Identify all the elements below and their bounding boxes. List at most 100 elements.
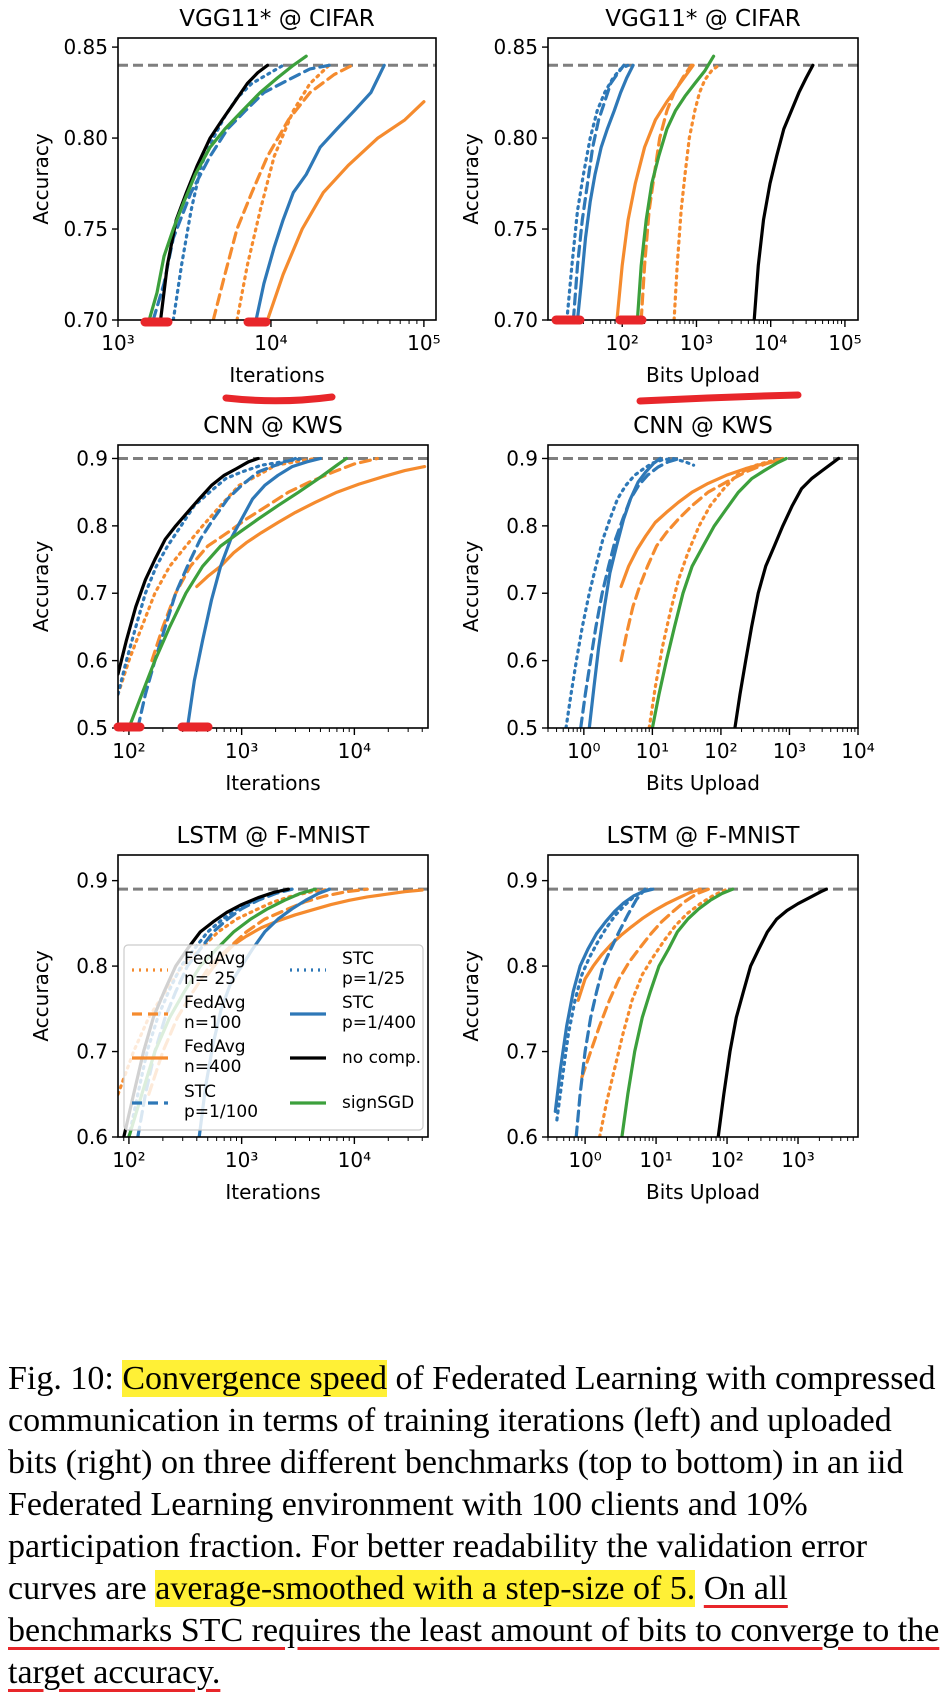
caption-body: of Federated Learning with compressed co… bbox=[8, 1360, 936, 1607]
y-tick-label: 0.8 bbox=[76, 954, 108, 978]
figure-canvas: VGG11* @ CIFAR 0.70 0.75 0.80 0.85 10³ 10⁴ 10⁵ I… bbox=[29, 6, 875, 1204]
x-axis-label: Iterations bbox=[225, 771, 320, 795]
x-axis-label: Bits Upload bbox=[646, 363, 760, 387]
legend-label: STC bbox=[342, 993, 374, 1013]
y-tick-label: 0.8 bbox=[506, 954, 538, 978]
series-line-no-comp bbox=[118, 456, 260, 676]
series-line-fedavg-n-400 bbox=[265, 100, 426, 320]
plot-area-frame bbox=[547, 854, 859, 1138]
x-axis-label: Bits Upload bbox=[646, 1180, 760, 1204]
legend-label: STC bbox=[184, 1082, 216, 1102]
series-line-fedavg-n-400 bbox=[619, 458, 785, 589]
y-tick-label: 0.6 bbox=[506, 649, 538, 673]
x-tick-label: 10⁴ bbox=[754, 331, 787, 355]
chart-title: CNN @ KWS bbox=[203, 413, 343, 439]
x-axis-label: Iterations bbox=[225, 1180, 320, 1204]
x-tick-label: 10¹ bbox=[639, 1148, 672, 1172]
x-tick-label: 10⁴ bbox=[841, 739, 874, 763]
series-line-stc-p-1-400 bbox=[553, 887, 655, 1114]
series-line-stc-p-1-25 bbox=[555, 887, 653, 1122]
series-line-fedavg-n-400 bbox=[206, 888, 424, 977]
series-line-fedavg-n-25 bbox=[647, 456, 785, 728]
caption-highlight-smoothing: average-smoothed with a step-size of 5. bbox=[155, 1570, 696, 1607]
y-tick-label: 0.9 bbox=[506, 869, 538, 893]
x-tick-label: 10³ bbox=[680, 331, 713, 355]
series-line-no-comp bbox=[159, 63, 270, 320]
legend-label: n= 25 bbox=[184, 969, 236, 989]
series-line-stc-p-1-400 bbox=[587, 456, 662, 728]
chart-panel-6: LSTM @ F-MNIST 0.6 0.7 0.8 0.9 10⁰ 10¹ 10² 10³ Bi… bbox=[459, 823, 859, 1204]
x-tick-label: 10² bbox=[112, 1148, 145, 1172]
y-tick-label: 0.85 bbox=[63, 35, 108, 59]
figure-caption: Fig. 10: Convergence speed of Federated … bbox=[8, 1358, 943, 1694]
caption-underlined-conclusion: On all benchmarks STC requires the least… bbox=[8, 1570, 940, 1691]
y-tick-label: 0.9 bbox=[506, 446, 538, 470]
legend-label: signSGD bbox=[342, 1093, 414, 1113]
series-line-fedavg-n-400 bbox=[615, 63, 695, 320]
y-tick-label: 0.75 bbox=[493, 217, 538, 241]
y-axis-label: Accuracy bbox=[29, 133, 53, 224]
y-axis-label: Accuracy bbox=[29, 950, 53, 1041]
x-tick-label: 10³ bbox=[781, 1148, 814, 1172]
series-line-stc-p-1-100 bbox=[151, 63, 331, 320]
x-tick-label: 10⁴ bbox=[254, 331, 287, 355]
x-tick-label: 10³ bbox=[225, 1148, 258, 1172]
chart-title: CNN @ KWS bbox=[633, 413, 773, 439]
y-tick-label: 0.9 bbox=[76, 869, 108, 893]
y-axis-label: Accuracy bbox=[29, 541, 53, 632]
x-tick-label: 10² bbox=[605, 331, 638, 355]
chart-panel-4: CNN @ KWS 0.5 0.6 0.7 0.8 0.9 10⁰ 10¹ 10² 10³ 10⁴ B… bbox=[459, 413, 875, 795]
series-line-stc-p-1-400 bbox=[254, 63, 386, 320]
x-tick-label: 10³ bbox=[773, 739, 806, 763]
legend-entry-no-comp: no comp. bbox=[290, 1048, 421, 1068]
series-line-signsgd bbox=[635, 54, 716, 320]
chart-title: VGG11* @ CIFAR bbox=[179, 6, 374, 32]
y-tick-label: 0.5 bbox=[76, 716, 108, 740]
chart-title: LSTM @ F-MNIST bbox=[177, 823, 371, 849]
y-tick-label: 0.80 bbox=[493, 126, 538, 150]
y-tick-label: 0.85 bbox=[493, 35, 538, 59]
series-line-stc-p-1-25 bbox=[564, 456, 696, 728]
plot-area-frame bbox=[547, 444, 859, 729]
series-line-stc-p-1-25 bbox=[565, 63, 630, 320]
legend-label: n=400 bbox=[184, 1057, 241, 1077]
x-tick-label: 10² bbox=[710, 1148, 743, 1172]
legend-label: STC bbox=[342, 949, 374, 969]
series-line-stc-p-1-400 bbox=[185, 456, 322, 728]
y-tick-label: 0.7 bbox=[76, 1040, 108, 1064]
y-tick-label: 0.6 bbox=[76, 649, 108, 673]
y-tick-label: 0.9 bbox=[76, 446, 108, 470]
legend-label: p=1/25 bbox=[342, 969, 405, 989]
y-tick-label: 0.5 bbox=[506, 716, 538, 740]
y-tick-label: 0.8 bbox=[506, 514, 538, 538]
x-tick-label: 10² bbox=[112, 739, 145, 763]
series-line-fedavg-n-25 bbox=[235, 63, 331, 320]
series-line-signsgd bbox=[127, 456, 348, 728]
y-tick-label: 0.80 bbox=[63, 126, 108, 150]
y-tick-label: 0.75 bbox=[63, 217, 108, 241]
series-line-fedavg-n-100 bbox=[150, 456, 379, 663]
y-axis-label: Accuracy bbox=[459, 950, 483, 1041]
x-tick-label: 10⁴ bbox=[338, 739, 371, 763]
plot-area-frame bbox=[547, 37, 859, 321]
x-tick-label: 10⁵ bbox=[828, 331, 861, 355]
y-axis-label: Accuracy bbox=[459, 133, 483, 224]
series-line-fedavg-n-100 bbox=[211, 63, 354, 320]
caption-prefix: Fig. 10: bbox=[8, 1360, 123, 1397]
series-line-signsgd bbox=[650, 456, 788, 728]
y-tick-label: 0.6 bbox=[76, 1125, 108, 1149]
x-tick-label: 10⁴ bbox=[338, 1148, 371, 1172]
chart-title: LSTM @ F-MNIST bbox=[607, 823, 801, 849]
hand-annotations bbox=[113, 315, 802, 732]
y-tick-label: 0.6 bbox=[506, 1125, 538, 1149]
x-tick-label: 10⁰ bbox=[567, 739, 600, 763]
x-axis-label: Bits Upload bbox=[646, 771, 760, 795]
legend-label: FedAvg bbox=[184, 1037, 246, 1057]
chart-panel-3: CNN @ KWS 0.5 0.6 0.7 0.8 0.9 10² 10³ 10⁴ Iterati… bbox=[29, 413, 429, 795]
